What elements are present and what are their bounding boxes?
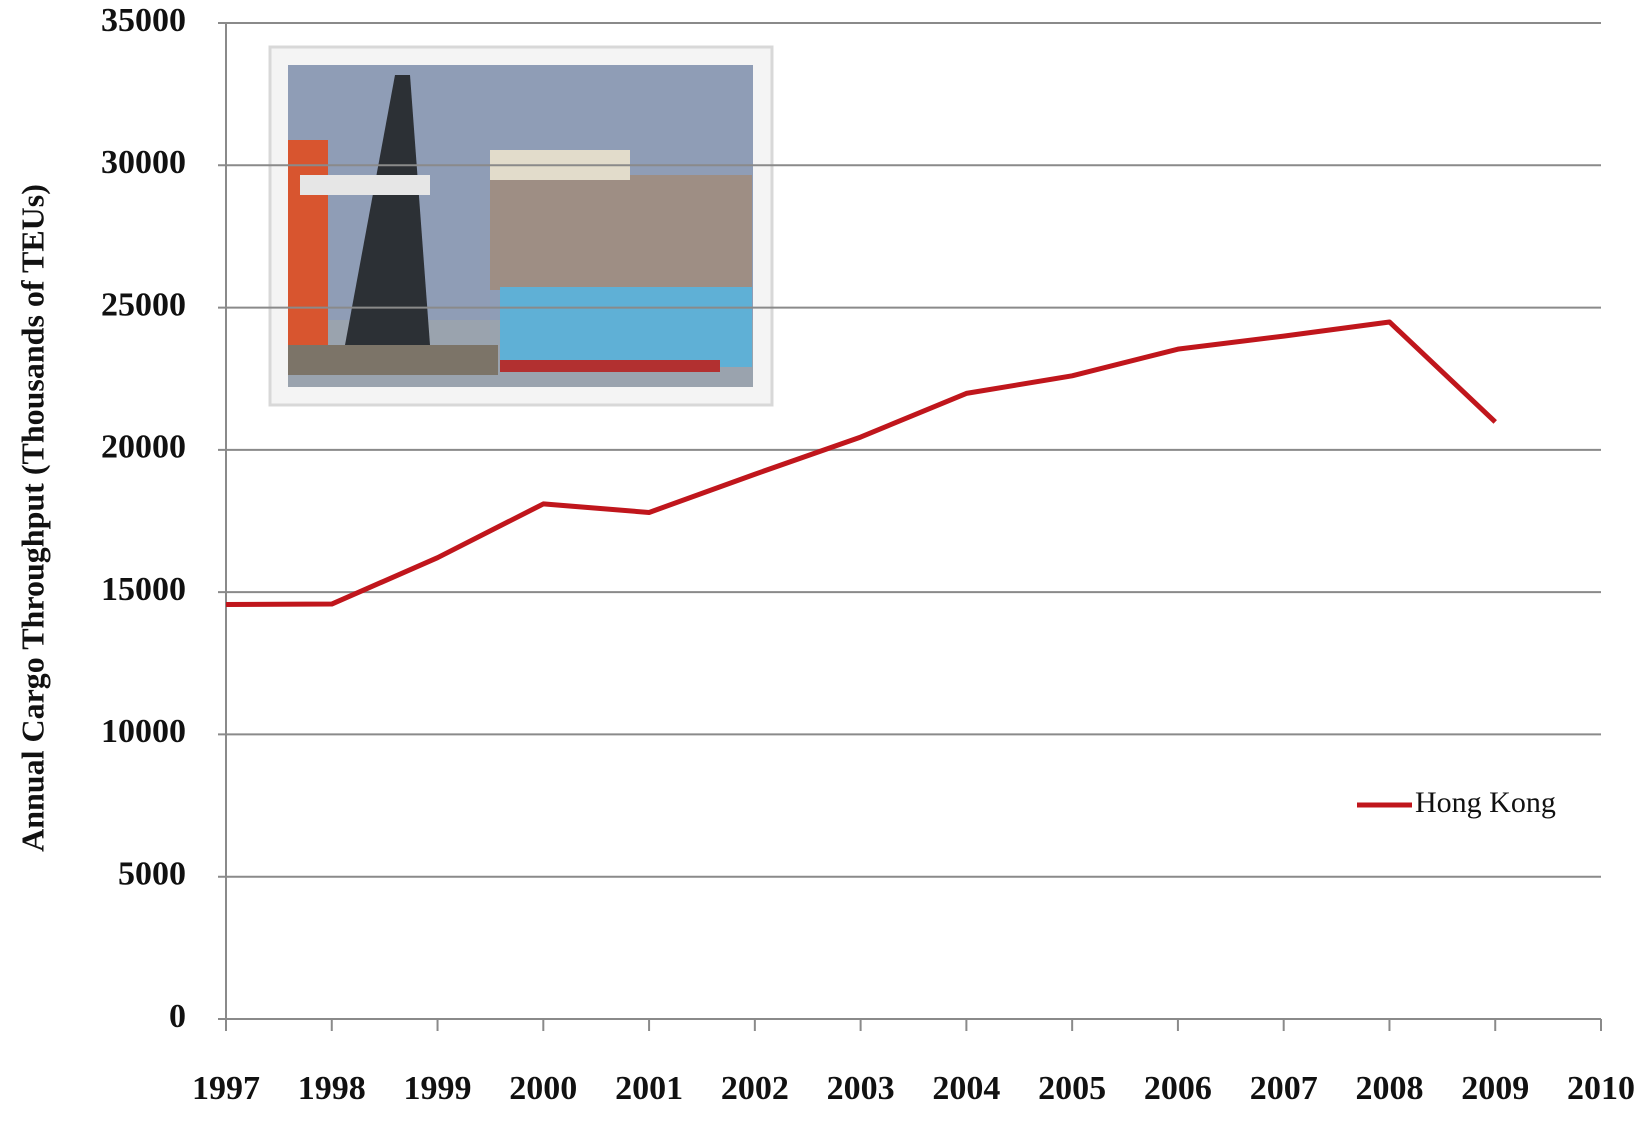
x-tick-label: 2004 bbox=[932, 1070, 1000, 1107]
x-tick-label: 1999 bbox=[404, 1070, 472, 1107]
x-tick-label: 2003 bbox=[827, 1070, 895, 1107]
y-tick-label: 0 bbox=[169, 998, 186, 1035]
x-tick-label: 2009 bbox=[1461, 1070, 1529, 1107]
x-tick-label: 1997 bbox=[192, 1070, 260, 1107]
y-tick-label: 30000 bbox=[101, 144, 186, 181]
x-tick-label: 2010 bbox=[1567, 1070, 1635, 1107]
y-tick-label: 25000 bbox=[101, 286, 186, 323]
y-tick-label: 10000 bbox=[101, 713, 186, 750]
x-tick-label: 2000 bbox=[509, 1070, 577, 1107]
series-line bbox=[225, 319, 1497, 607]
x-tick-label: 2006 bbox=[1144, 1070, 1212, 1107]
photo bbox=[268, 45, 774, 407]
y-tick-label: 5000 bbox=[118, 856, 186, 893]
y-tick-label: 35000 bbox=[101, 2, 186, 39]
x-tick-label: 2005 bbox=[1038, 1070, 1106, 1107]
y-tick-label: 15000 bbox=[101, 571, 186, 608]
legend-label: Hong Kong bbox=[1415, 786, 1556, 819]
x-tick-label: 2002 bbox=[721, 1070, 789, 1107]
y-tick-label: 20000 bbox=[101, 429, 186, 466]
x-tick-label: 1998 bbox=[298, 1070, 366, 1107]
x-tick-label: 2001 bbox=[615, 1070, 683, 1107]
x-tick-label: 2008 bbox=[1355, 1070, 1423, 1107]
x-tick-label: 2007 bbox=[1250, 1070, 1318, 1107]
y-axis-title: Annual Cargo Throughput (Thousands of TE… bbox=[14, 184, 50, 852]
